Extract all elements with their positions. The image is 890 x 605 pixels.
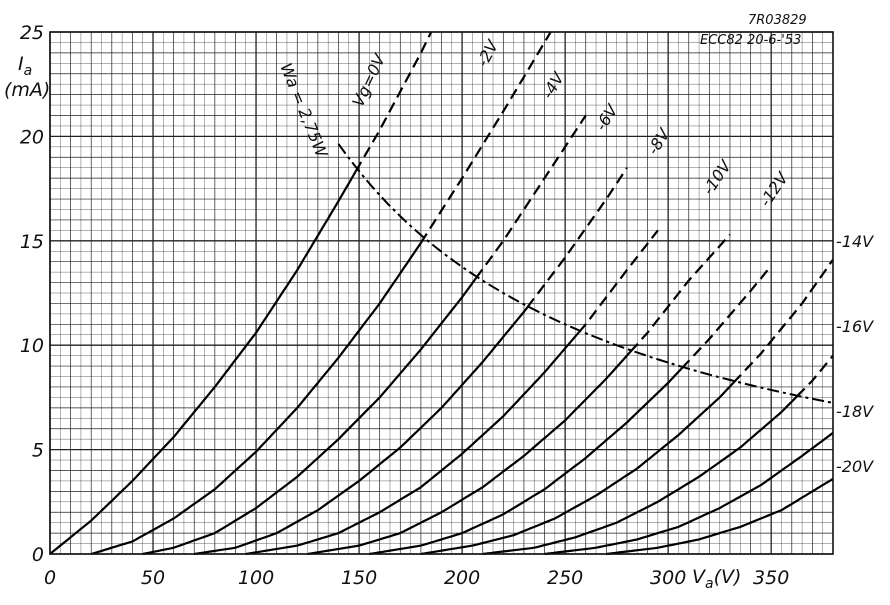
- curve-8-dashed: [796, 354, 834, 398]
- y-tick-label: 15: [20, 231, 44, 253]
- chart-grid: [49, 31, 834, 555]
- curve-label-minus-18v: -18V: [836, 402, 874, 421]
- curve-4-dashed: [578, 229, 659, 334]
- x-tick-label: 200: [444, 567, 480, 589]
- plot-frame: [49, 31, 834, 555]
- curve-label-minus-12v: -12V: [756, 168, 793, 210]
- curve-label-minus-16v: -16V: [836, 317, 874, 336]
- curve-label-minus-8v: -8V: [643, 124, 674, 158]
- curve-6-solid: [369, 367, 683, 556]
- power-limit-group: [337, 143, 834, 404]
- x-tick-label: 350: [753, 567, 789, 589]
- x-tick-label: 150: [341, 567, 377, 589]
- curve-4-solid: [245, 331, 580, 556]
- x-tick-label: 50: [141, 567, 165, 589]
- curve-1-dashed: [419, 31, 552, 244]
- x-tick-label: 100: [238, 567, 274, 589]
- curve-7-solid: [420, 382, 735, 556]
- power-limit-label: Wa = 2,75W: [276, 60, 331, 161]
- curve-label-minus-2v: -2V: [473, 36, 503, 70]
- y-tick-label: 0: [32, 544, 44, 566]
- curve-3-solid: [194, 306, 529, 556]
- curve-6-dashed: [681, 265, 773, 369]
- curve-label-minus-14v: -14V: [836, 232, 874, 251]
- curve-label-minus-4v: -4V: [538, 68, 568, 102]
- x-tick-label: 300: [650, 567, 686, 589]
- curve-group: [49, 31, 834, 556]
- y-tick-label: 10: [20, 335, 44, 357]
- x-tick-label: 0: [44, 567, 56, 589]
- y-tick-label: 25: [20, 22, 44, 44]
- power-limit-curve: [337, 143, 834, 404]
- curve-8-solid: [482, 395, 798, 556]
- x-axis-title: Va(V): [692, 566, 741, 592]
- drawing-number: 7R03829: [748, 13, 807, 28]
- curve-7-dashed: [732, 258, 834, 384]
- curve-label-minus-20v: -20V: [836, 457, 874, 476]
- y-tick-label: 5: [32, 440, 44, 462]
- curve-9-solid: [544, 432, 834, 556]
- y-axis-title-symbol: Ia: [18, 53, 32, 79]
- curve-3-dashed: [526, 167, 628, 308]
- curve-5-solid: [307, 351, 632, 556]
- y-tick-labels: 0 5 10 15 20 25: [20, 22, 44, 566]
- curve-2-solid: [142, 277, 477, 556]
- curve-0-dashed: [354, 31, 433, 173]
- curve-1-solid: [90, 242, 422, 556]
- curve-5-dashed: [629, 233, 731, 353]
- curve-label-vg-0v: Vg=0V: [348, 50, 389, 109]
- y-tick-label: 20: [20, 126, 44, 148]
- x-tick-labels: 0 50 100 150 200 250 300 350: [44, 567, 789, 589]
- curve-2-dashed: [474, 114, 587, 280]
- curve-10-solid: [606, 477, 834, 556]
- curve-0-solid: [49, 170, 357, 555]
- y-axis-title-unit: (mA): [4, 79, 50, 101]
- x-tick-label: 250: [547, 567, 583, 589]
- tube-type-date: ECC82 20-6-'53: [700, 33, 801, 48]
